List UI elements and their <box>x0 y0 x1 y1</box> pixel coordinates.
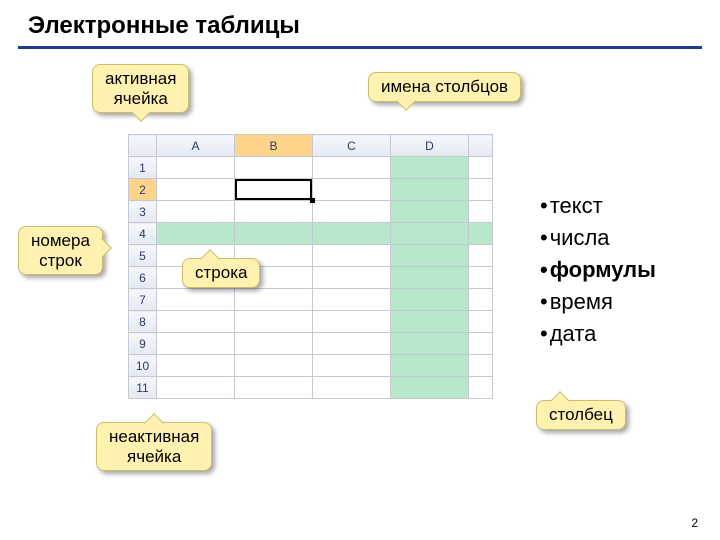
list-item: время <box>540 286 656 318</box>
cell[interactable] <box>391 333 469 355</box>
cell[interactable] <box>157 377 235 399</box>
cell[interactable] <box>313 179 391 201</box>
cell[interactable] <box>313 355 391 377</box>
cell[interactable] <box>313 333 391 355</box>
row-header[interactable]: 3 <box>129 201 157 223</box>
active-cell[interactable] <box>235 179 313 201</box>
cell[interactable] <box>391 377 469 399</box>
cell[interactable] <box>469 311 493 333</box>
sheet-corner[interactable] <box>129 135 157 157</box>
cell[interactable] <box>391 355 469 377</box>
title-underline <box>18 46 702 49</box>
col-header-d[interactable]: D <box>391 135 469 157</box>
cell[interactable] <box>469 201 493 223</box>
col-header-c[interactable]: C <box>313 135 391 157</box>
cell[interactable] <box>157 157 235 179</box>
page-number: 2 <box>691 516 698 530</box>
col-header-extra[interactable] <box>469 135 493 157</box>
row-header[interactable]: 2 <box>129 179 157 201</box>
callout-row-numbers: номера строк <box>18 226 103 275</box>
col-header-b[interactable]: B <box>235 135 313 157</box>
cell[interactable] <box>391 223 469 245</box>
cell[interactable] <box>391 311 469 333</box>
callout-column-names: имена столбцов <box>368 72 521 102</box>
row-header[interactable]: 4 <box>129 223 157 245</box>
cell[interactable] <box>469 179 493 201</box>
cell[interactable] <box>235 289 313 311</box>
cell[interactable] <box>391 179 469 201</box>
callout-active-cell: активная ячейка <box>92 64 189 113</box>
callout-inactive-cell: неактивная ячейка <box>96 422 212 471</box>
cell[interactable] <box>157 179 235 201</box>
row-header[interactable]: 9 <box>129 333 157 355</box>
cell[interactable] <box>391 245 469 267</box>
callout-column: столбец <box>536 400 626 430</box>
bullet-list: текст числа формулы время дата <box>500 190 656 349</box>
cell[interactable] <box>235 377 313 399</box>
cell[interactable] <box>469 377 493 399</box>
cell[interactable] <box>313 377 391 399</box>
row-header[interactable]: 5 <box>129 245 157 267</box>
row-header[interactable]: 11 <box>129 377 157 399</box>
cell[interactable] <box>235 311 313 333</box>
cell[interactable] <box>469 223 493 245</box>
cell[interactable] <box>313 289 391 311</box>
cell[interactable] <box>157 289 235 311</box>
list-item: дата <box>540 318 656 350</box>
fill-handle[interactable] <box>310 198 315 203</box>
col-header-a[interactable]: A <box>157 135 235 157</box>
cell[interactable] <box>313 267 391 289</box>
cell[interactable] <box>235 223 313 245</box>
cell[interactable] <box>313 157 391 179</box>
list-item: текст <box>540 190 656 222</box>
cell[interactable] <box>235 157 313 179</box>
cell[interactable] <box>313 201 391 223</box>
row-header[interactable]: 1 <box>129 157 157 179</box>
slide-title: Электронные таблицы <box>28 12 300 40</box>
list-item: формулы <box>540 254 656 286</box>
cell[interactable] <box>469 355 493 377</box>
cell[interactable] <box>391 289 469 311</box>
cell[interactable] <box>469 245 493 267</box>
cell[interactable] <box>235 201 313 223</box>
cell[interactable] <box>391 201 469 223</box>
cell[interactable] <box>157 333 235 355</box>
cell[interactable] <box>157 311 235 333</box>
cell[interactable] <box>157 223 235 245</box>
cell[interactable] <box>235 333 313 355</box>
cell[interactable] <box>157 201 235 223</box>
row-header[interactable]: 10 <box>129 355 157 377</box>
cell[interactable] <box>469 267 493 289</box>
cell[interactable] <box>391 157 469 179</box>
cell[interactable] <box>469 333 493 355</box>
row-header[interactable]: 8 <box>129 311 157 333</box>
cell[interactable] <box>469 157 493 179</box>
callout-row: строка <box>182 258 260 288</box>
cell[interactable] <box>235 355 313 377</box>
cell[interactable] <box>391 267 469 289</box>
list-item: числа <box>540 222 656 254</box>
cell[interactable] <box>313 311 391 333</box>
row-header[interactable]: 6 <box>129 267 157 289</box>
cell[interactable] <box>313 245 391 267</box>
cell[interactable] <box>157 355 235 377</box>
row-header[interactable]: 7 <box>129 289 157 311</box>
cell[interactable] <box>469 289 493 311</box>
cell[interactable] <box>313 223 391 245</box>
